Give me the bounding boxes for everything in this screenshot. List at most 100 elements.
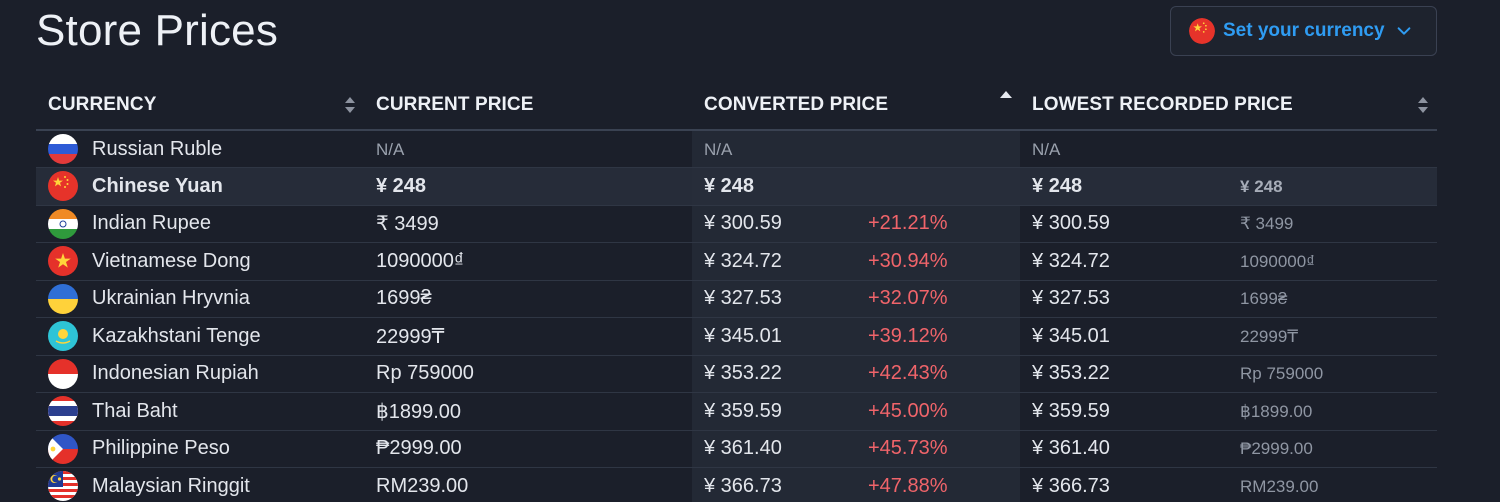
current-price: 22999₸ [376, 325, 445, 348]
currency-name: Thai Baht [92, 399, 178, 422]
currency-cell: Russian Ruble [36, 130, 364, 168]
column-header-current-price[interactable]: CURRENT PRICE [364, 80, 692, 131]
column-header-converted-price[interactable]: CONVERTED PRICE [692, 80, 1021, 131]
currency-name: Indian Rupee [92, 212, 211, 235]
table-row[interactable]: Malaysian Ringgit RM239.00 ¥ 366.73 +47.… [36, 467, 1438, 502]
table-row[interactable]: Indonesian Rupiah Rp 759000 ¥ 353.22 +42… [36, 355, 1438, 393]
currency-name: Philippine Peso [92, 437, 230, 460]
column-header-currency[interactable]: CURRENCY [36, 80, 364, 131]
price-diff-cell: +32.07% [856, 280, 1021, 318]
vn-flag-icon [48, 246, 78, 277]
lowest-price: ¥ 359.59 [1032, 399, 1110, 422]
sort-icon[interactable] [1417, 95, 1429, 115]
sort-ascending-icon[interactable] [1000, 88, 1013, 108]
converted-price-cell: N/A [692, 130, 856, 168]
current-price-cell: ฿1899.00 [364, 392, 692, 431]
current-price-cell: ₹ 3499 [364, 205, 692, 243]
price-diff-cell: +45.00% [856, 392, 1021, 431]
ua-flag-icon [48, 283, 78, 314]
converted-price-cell: ¥ 248 [692, 167, 856, 206]
lowest-orig-cell: ₱2999.00 [1228, 430, 1438, 468]
set-currency-button[interactable]: Set your currency [1170, 6, 1437, 56]
price-diff: +39.12% [868, 324, 948, 347]
lowest-price: ¥ 361.40 [1032, 437, 1110, 460]
current-price-cell: 1699₴ [364, 280, 692, 318]
current-price-cell: Rp 759000 [364, 355, 692, 393]
converted-price: N/A [704, 139, 733, 159]
lowest-price-cell: ¥ 366.73 [1020, 467, 1229, 502]
table-row[interactable]: Thai Baht ฿1899.00 ¥ 359.59 +45.00% ¥ 35… [36, 392, 1438, 431]
currency-name: Indonesian Rupiah [92, 362, 259, 385]
currency-name: Russian Ruble [92, 137, 223, 160]
china-flag-icon [1189, 18, 1215, 44]
currency-cell: Philippine Peso [36, 430, 364, 468]
lowest-price: ¥ 324.72 [1032, 249, 1110, 272]
converted-price: ¥ 361.40 [704, 437, 782, 460]
lowest-price: N/A [1032, 139, 1061, 159]
table-row[interactable]: Chinese Yuan ¥ 248 ¥ 248 ¥ 248 ¥ 248 [36, 167, 1438, 206]
current-price-cell: ₱2999.00 [364, 430, 692, 468]
converted-price: ¥ 327.53 [704, 287, 782, 310]
table-row[interactable]: Vietnamese Dong 1090000₫ ¥ 324.72 +30.94… [36, 242, 1438, 281]
converted-price-cell: ¥ 361.40 [692, 430, 856, 468]
lowest-price: ¥ 353.22 [1032, 362, 1110, 385]
sort-icon[interactable] [344, 95, 356, 115]
price-diff-cell: +30.94% [856, 242, 1021, 281]
current-price: 1699₴ [376, 287, 432, 310]
price-diff: +47.88% [868, 474, 948, 497]
column-header-lowest-price[interactable]: LOWEST RECORDED PRICE [1020, 80, 1438, 131]
lowest-orig-cell: RM239.00 [1228, 467, 1438, 502]
currency-name: Kazakhstani Tenge [92, 324, 261, 347]
lowest-price: ¥ 366.73 [1032, 474, 1110, 497]
price-diff: +45.00% [868, 399, 948, 422]
converted-price-cell: ¥ 327.53 [692, 280, 856, 318]
currency-cell: Indonesian Rupiah [36, 355, 364, 393]
currency-cell: Chinese Yuan [36, 167, 364, 206]
lowest-original-price: ¥ 248 [1240, 176, 1283, 196]
lowest-orig-cell [1228, 130, 1438, 168]
currency-name: Malaysian Ringgit [92, 474, 250, 497]
converted-price-cell: ¥ 359.59 [692, 392, 856, 431]
table-row[interactable]: Indian Rupee ₹ 3499 ¥ 300.59 +21.21% ¥ 3… [36, 205, 1438, 243]
lowest-price: ¥ 327.53 [1032, 287, 1110, 310]
converted-price: ¥ 366.73 [704, 474, 782, 497]
lowest-price-cell: ¥ 327.53 [1020, 280, 1229, 318]
current-price: ¥ 248 [376, 174, 427, 197]
price-diff-cell: +45.73% [856, 430, 1021, 468]
currency-cell: Indian Rupee [36, 205, 364, 243]
lowest-orig-cell: 1699₴ [1228, 280, 1438, 318]
lowest-original-price: ₹ 3499 [1240, 214, 1294, 234]
lowest-price-cell: ¥ 345.01 [1020, 317, 1229, 356]
cn-flag-icon [48, 171, 78, 202]
current-price: ₹ 3499 [376, 213, 439, 236]
price-diff: +30.94% [868, 249, 948, 272]
converted-price: ¥ 248 [704, 174, 755, 197]
current-price-cell: N/A [364, 130, 692, 168]
lowest-original-price: Rp 759000 [1240, 364, 1324, 384]
id-flag-icon [48, 358, 78, 389]
price-diff: +45.73% [868, 437, 948, 460]
table-row[interactable]: Philippine Peso ₱2999.00 ¥ 361.40 +45.73… [36, 430, 1438, 468]
current-price: N/A [376, 139, 405, 159]
price-diff-cell [856, 130, 1021, 168]
current-price: ₱2999.00 [376, 437, 462, 460]
table-row[interactable]: Kazakhstani Tenge 22999₸ ¥ 345.01 +39.12… [36, 317, 1438, 356]
converted-price-cell: ¥ 300.59 [692, 205, 856, 243]
converted-price: ¥ 345.01 [704, 324, 782, 347]
table-row[interactable]: Russian Ruble N/A N/A N/A [36, 130, 1438, 168]
in-flag-icon [48, 208, 78, 239]
th-flag-icon [48, 396, 78, 427]
current-price-cell: ¥ 248 [364, 167, 692, 206]
table-row[interactable]: Ukrainian Hryvnia 1699₴ ¥ 327.53 +32.07%… [36, 280, 1438, 318]
lowest-orig-cell: Rp 759000 [1228, 355, 1438, 393]
price-diff: +42.43% [868, 362, 948, 385]
lowest-original-price: ₱2999.00 [1240, 439, 1313, 459]
lowest-original-price: 1090000₫ [1240, 251, 1315, 271]
converted-price: ¥ 300.59 [704, 212, 782, 235]
currency-name: Ukrainian Hryvnia [92, 287, 250, 310]
lowest-original-price: ฿1899.00 [1240, 401, 1313, 421]
chevron-down-icon [1397, 27, 1410, 35]
store-prices-table: CURRENCY CURRENT PRICE CONVERTED PRICE L… [36, 80, 1438, 502]
price-diff-cell [856, 167, 1021, 206]
currency-name: Vietnamese Dong [92, 249, 251, 272]
